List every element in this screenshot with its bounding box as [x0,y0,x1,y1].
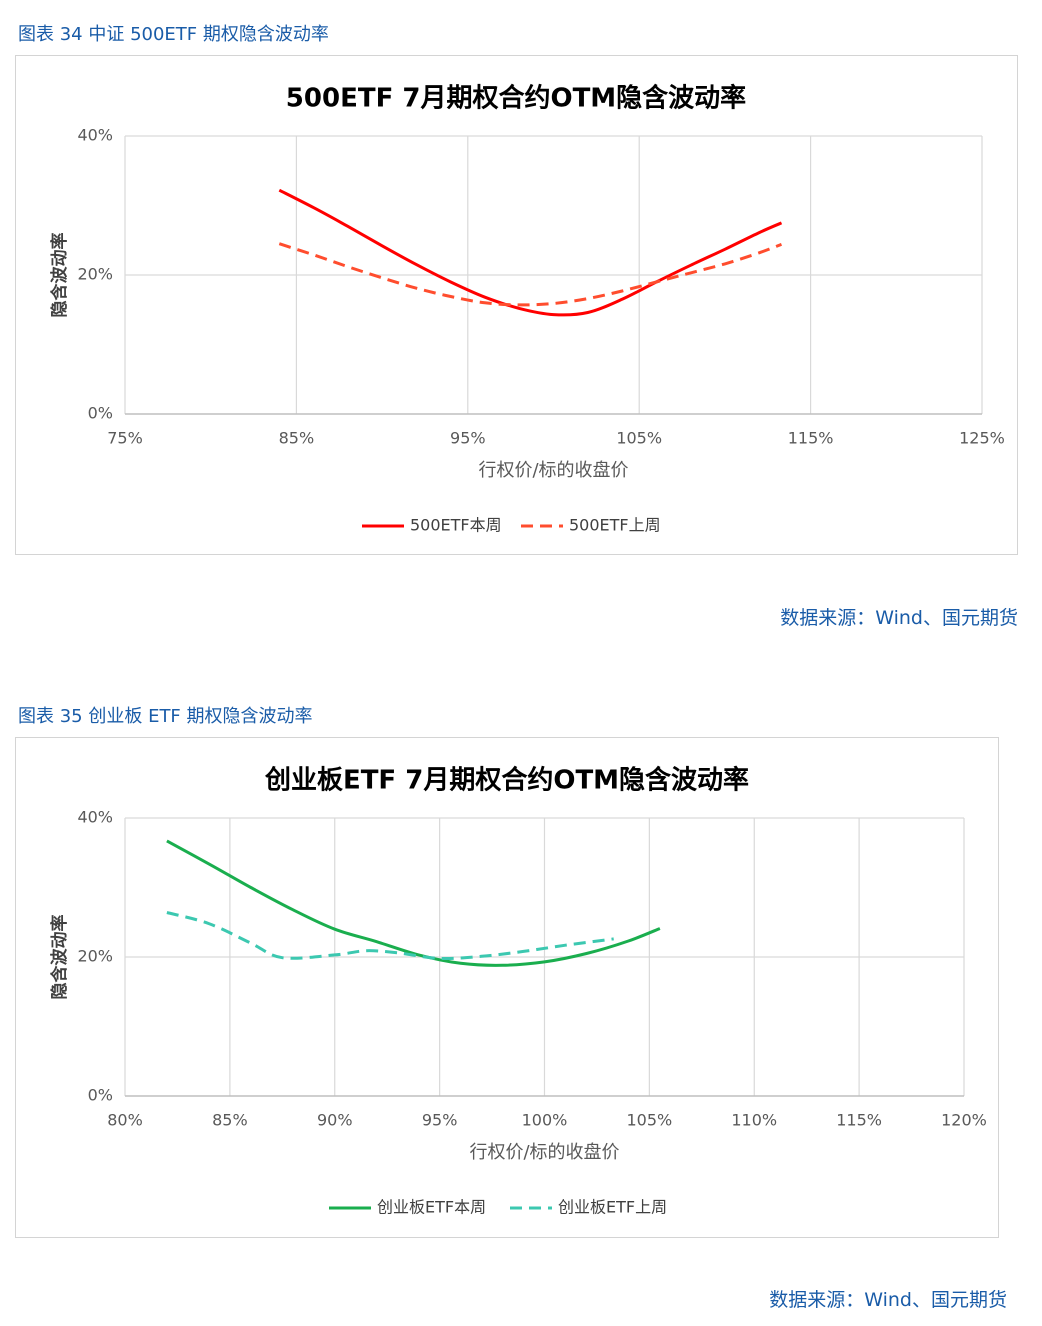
series-line-this-week [278,188,783,317]
chart-title: 500ETF 7月期权合约OTM隐含波动率 [286,83,746,114]
chart-title: 创业板ETF 7月期权合约OTM隐含波动率 [264,765,749,796]
line-chart-chinext-etf: 创业板ETF 7月期权合约OTM隐含波动率 80% 85% 90% 95% 100% 105… [49,765,987,1217]
x-tick-label: 80% [107,1111,143,1130]
legend-label: 创业板ETF上周 [558,1198,667,1217]
chart-container-chinext-etf: 创业板ETF 7月期权合约OTM隐含波动率 80% 85% 90% 95% 100% 105… [15,737,999,1238]
x-tick-label: 105% [616,429,662,448]
y-axis-label: 隐含波动率 [49,233,70,318]
source-note-34: 数据来源：Wind、国元期货 [780,607,1018,629]
series-line-last-week [278,242,783,307]
series-line-last-week [166,911,614,961]
x-tick-label: 95% [422,1111,458,1130]
x-tick-label: 110% [731,1111,777,1130]
x-tick-label: 105% [627,1111,673,1130]
x-tick-label: 75% [107,429,143,448]
y-tick-label: 0% [88,1086,113,1105]
x-axis-label: 行权价/标的收盘价 [478,460,628,481]
x-tick-label: 125% [959,429,1005,448]
y-tick-label: 20% [77,265,113,284]
figure-caption-34: 图表 34 中证 500ETF 期权隐含波动率 [18,24,329,45]
x-tick-label: 100% [522,1111,568,1130]
x-tick-label: 85% [212,1111,248,1130]
legend: 创业板ETF本周 创业板ETF上周 [329,1198,667,1217]
y-tick-label: 40% [77,126,113,145]
y-tick-label: 20% [77,947,113,966]
source-note-35: 数据来源：Wind、国元期货 [769,1289,1007,1311]
x-axis-label: 行权价/标的收盘价 [469,1142,619,1163]
legend-label: 500ETF本周 [410,516,502,535]
x-tick-label: 95% [450,429,486,448]
series-line-this-week [166,839,661,967]
legend-label: 500ETF上周 [569,516,661,535]
y-axis-label: 隐含波动率 [49,915,70,1000]
legend-label: 创业板ETF本周 [377,1198,486,1217]
x-tick-label: 90% [317,1111,353,1130]
x-tick-label: 120% [941,1111,987,1130]
y-tick-label: 0% [88,404,113,423]
figure-caption-35: 图表 35 创业板 ETF 期权隐含波动率 [18,706,313,727]
legend: 500ETF本周 500ETF上周 [362,516,661,535]
chart-container-500etf: 500ETF 7月期权合约OTM隐含波动率 75% 85% 95% 105% 115% 12… [15,55,1018,555]
x-tick-label: 115% [836,1111,882,1130]
grid [124,817,965,1096]
line-chart-500etf: 500ETF 7月期权合约OTM隐含波动率 75% 85% 95% 105% 115% 12… [49,83,1005,535]
x-tick-label: 85% [279,429,315,448]
y-tick-label: 40% [77,808,113,827]
grid [124,135,983,414]
x-tick-label: 115% [788,429,834,448]
